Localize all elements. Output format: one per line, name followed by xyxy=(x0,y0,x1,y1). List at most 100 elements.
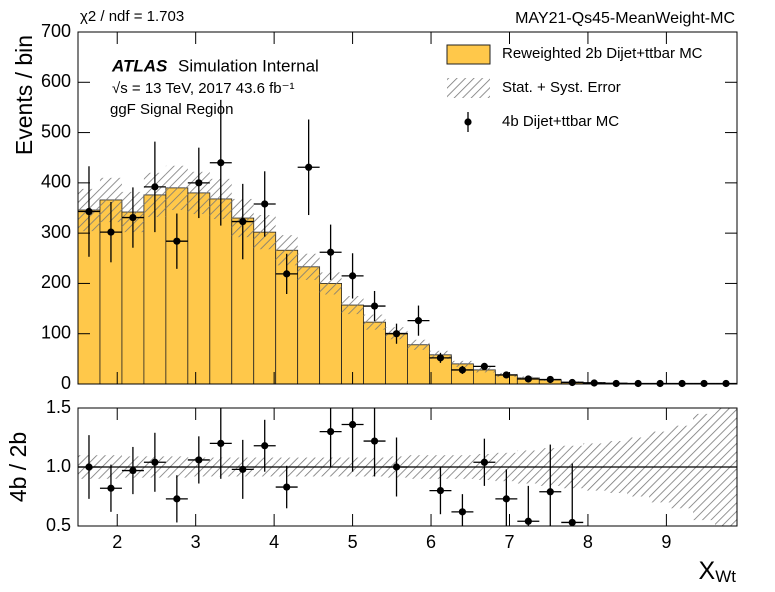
error-band xyxy=(341,296,364,315)
x-tick-label: 3 xyxy=(191,532,201,552)
error-band xyxy=(275,235,298,266)
data-point xyxy=(502,371,510,379)
y-tick-label: 200 xyxy=(41,272,71,292)
ratio-point xyxy=(107,484,115,492)
histogram-bar xyxy=(363,321,386,385)
data-point xyxy=(414,317,423,325)
ratio-point xyxy=(502,495,510,503)
histogram-bar xyxy=(187,192,211,385)
data-point xyxy=(217,159,225,167)
x-tick-label: 4 xyxy=(269,532,279,552)
data-point xyxy=(480,362,488,370)
region-label: ggF Signal Region xyxy=(110,101,233,118)
error-band xyxy=(407,339,430,350)
data-point xyxy=(173,237,181,245)
legend-label: 4b Dijet+ttbar MC xyxy=(502,113,619,130)
error-band xyxy=(363,314,386,330)
y-tick-label: 1.0 xyxy=(46,456,71,476)
data-point xyxy=(634,379,642,388)
ratio-point xyxy=(151,458,159,466)
x-tick-label: 8 xyxy=(583,532,593,552)
histogram-bar xyxy=(297,266,321,385)
error-band xyxy=(99,177,122,223)
ratio-point xyxy=(524,517,532,525)
y-tick-label: 400 xyxy=(41,172,71,192)
ratio-point xyxy=(370,437,379,445)
error-band xyxy=(451,360,474,367)
error-band xyxy=(319,272,342,295)
chi2-label: χ2 / ndf = 1.703 xyxy=(80,8,184,25)
plot-frame xyxy=(77,31,738,385)
ratio-point xyxy=(217,439,225,447)
legend-label: Stat. + Syst. Error xyxy=(502,79,621,96)
data-point xyxy=(678,379,686,388)
histogram-bar xyxy=(407,344,430,385)
data-point xyxy=(85,207,93,216)
ratio-point xyxy=(261,442,269,450)
data-point xyxy=(327,248,335,256)
ratio-point xyxy=(480,458,488,466)
x-tick-label: 7 xyxy=(504,532,514,552)
y-tick-label: 1.5 xyxy=(46,397,71,417)
ratio-point xyxy=(327,428,335,436)
ratio-point xyxy=(392,463,401,471)
ratio-point xyxy=(239,465,247,473)
data-point xyxy=(107,228,115,236)
data-point xyxy=(590,379,598,387)
ratio-point xyxy=(546,488,554,496)
x-axis-title: XWt xyxy=(699,557,737,587)
y-tick-label: 0 xyxy=(61,373,71,393)
y-tick-label: 600 xyxy=(41,71,71,91)
legend-swatch xyxy=(447,78,490,98)
y-tick-label: 700 xyxy=(41,21,71,41)
data-point xyxy=(722,379,730,388)
data-point xyxy=(151,183,159,191)
ratio-point xyxy=(568,518,576,527)
x-tick-label: 2 xyxy=(112,532,122,552)
data-point xyxy=(305,163,313,171)
ratio-point xyxy=(458,508,467,516)
ratio-y-axis-title: 4b / 2b xyxy=(5,432,31,502)
data-point xyxy=(348,272,357,280)
data-point xyxy=(612,379,620,388)
error-band xyxy=(165,165,188,211)
legend-label: Reweighted 2b Dijet+ttbar MC xyxy=(502,45,703,62)
histogram-bar xyxy=(209,198,233,385)
y-tick-label: 0.5 xyxy=(46,515,71,535)
ratio-point xyxy=(283,483,291,491)
atlas-label: ATLAS xyxy=(111,56,168,75)
x-axis-title-main: X xyxy=(699,557,716,585)
data-point xyxy=(392,330,401,338)
data-point xyxy=(129,213,137,222)
data-point xyxy=(656,379,664,388)
y-tick-label: 100 xyxy=(41,322,71,342)
data-point xyxy=(458,366,467,374)
data-point xyxy=(524,375,532,383)
x-tick-label: 9 xyxy=(661,532,671,552)
plot-frame xyxy=(77,407,738,527)
chart-title: MAY21-Qs45-MeanWeight-MC xyxy=(515,10,735,27)
y-tick-label: 300 xyxy=(41,222,71,242)
ratio-point xyxy=(129,466,137,475)
data-point xyxy=(700,379,708,388)
data-point xyxy=(261,200,269,208)
ratio-point xyxy=(436,487,445,495)
histogram-bar xyxy=(319,283,342,385)
atlas-status: Simulation Internal xyxy=(178,56,319,75)
data-point xyxy=(546,375,554,384)
histogram-bar xyxy=(253,231,277,385)
energy-label: √s = 13 TeV, 2017 43.6 fb⁻¹ xyxy=(112,80,295,97)
data-point xyxy=(195,179,203,187)
data-point xyxy=(568,378,576,387)
x-tick-label: 5 xyxy=(348,532,358,552)
legend-swatch xyxy=(446,44,491,65)
x-tick-label: 6 xyxy=(426,532,436,552)
error-band xyxy=(297,253,320,280)
data-point xyxy=(283,270,291,278)
data-point xyxy=(370,302,379,310)
data-point xyxy=(436,354,445,362)
ratio-point xyxy=(195,456,203,464)
y-tick-label: 500 xyxy=(41,121,71,141)
legend-marker xyxy=(464,118,472,126)
ratio-point xyxy=(173,495,181,503)
